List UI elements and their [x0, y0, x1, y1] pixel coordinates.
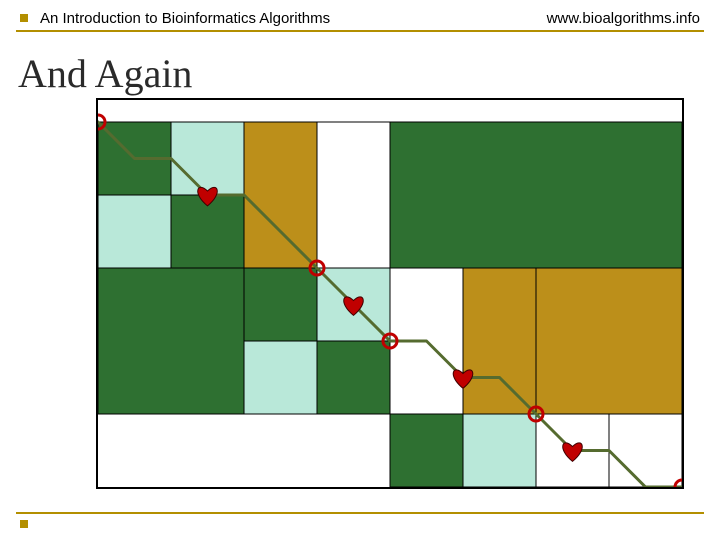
grid-cell [536, 268, 682, 414]
grid-cell [317, 122, 390, 268]
footer-rule [16, 512, 704, 514]
grid-cell [463, 268, 536, 414]
footer-accent-square [20, 520, 28, 528]
grid-cell [317, 341, 390, 414]
diagram-svg [98, 100, 682, 487]
slide: An Introduction to Bioinformatics Algori… [0, 0, 720, 540]
slide-title: And Again [18, 50, 192, 97]
grid-cell [171, 122, 244, 195]
header-rule [16, 30, 704, 32]
diagram-frame [96, 98, 684, 489]
site-url: www.bioalgorithms.info [547, 10, 700, 27]
header-accent-square [20, 14, 28, 22]
book-title: An Introduction to Bioinformatics Algori… [40, 10, 330, 27]
grid-cell [244, 122, 317, 268]
grid-cell [98, 195, 171, 268]
grid-cell [390, 122, 682, 268]
grid-cell [609, 414, 682, 487]
grid-cell [244, 268, 317, 341]
grid-cell [98, 268, 244, 414]
grid-cell [390, 414, 463, 487]
grid-cell [244, 341, 317, 414]
grid-cell [463, 414, 536, 487]
